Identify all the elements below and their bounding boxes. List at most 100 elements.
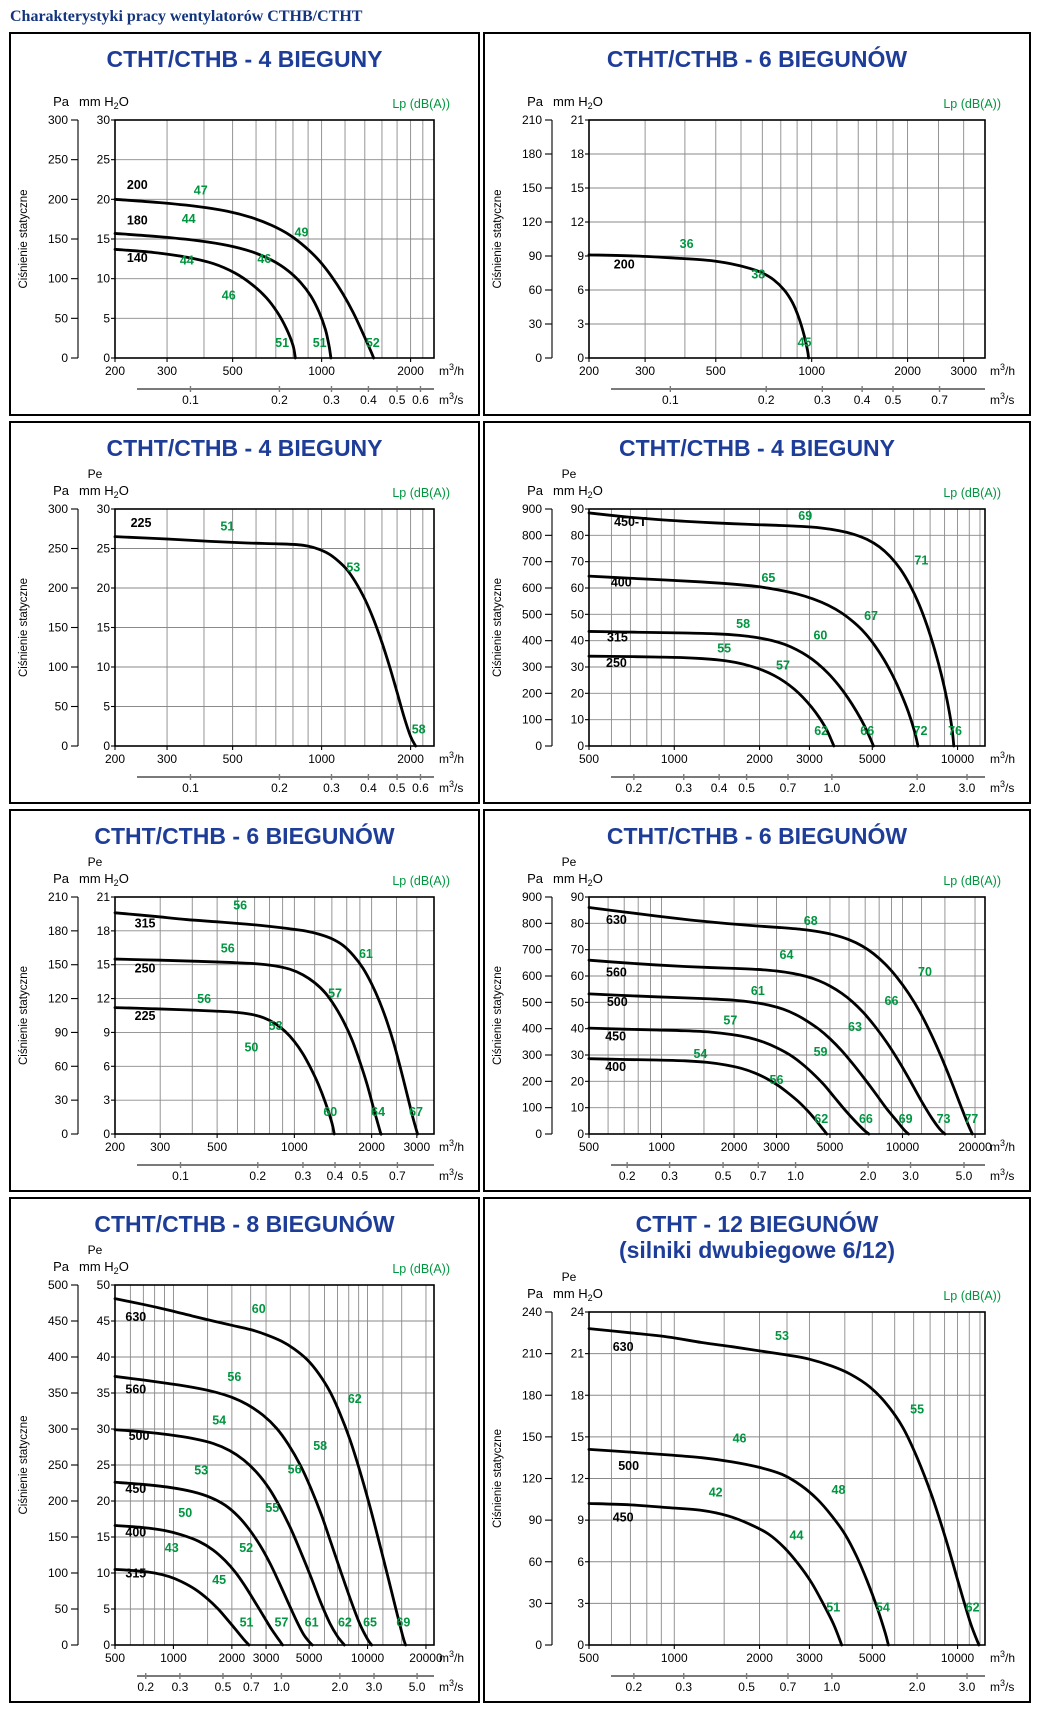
svg-text:200: 200 <box>579 364 599 378</box>
svg-text:Ciśnienie statyczne: Ciśnienie statyczne <box>492 190 504 289</box>
svg-text:0.6: 0.6 <box>412 781 429 795</box>
curve-250 <box>113 958 383 1137</box>
curve-560 <box>113 1375 374 1647</box>
svg-text:315: 315 <box>125 1567 146 1581</box>
svg-text:500: 500 <box>579 1651 599 1665</box>
svg-text:9: 9 <box>577 1513 584 1527</box>
svg-text:0.7: 0.7 <box>389 1169 406 1183</box>
svg-text:0.3: 0.3 <box>323 393 340 407</box>
svg-text:62: 62 <box>814 724 828 738</box>
svg-text:42: 42 <box>709 1485 723 1499</box>
svg-text:3000: 3000 <box>763 1140 790 1154</box>
svg-text:56: 56 <box>770 1073 784 1087</box>
svg-text:54: 54 <box>876 1601 890 1615</box>
svg-text:1.0: 1.0 <box>824 1680 841 1694</box>
svg-text:300: 300 <box>157 752 177 766</box>
svg-text:200: 200 <box>48 581 68 595</box>
svg-text:15: 15 <box>97 621 111 635</box>
svg-text:0.5: 0.5 <box>389 393 406 407</box>
svg-text:60: 60 <box>571 969 585 983</box>
svg-text:45: 45 <box>212 1573 226 1587</box>
chart-canvas: 0 0 50 5 100 10 150 15 200 20 250 25 300 30 Pa mm H2O Lp… <box>11 72 478 414</box>
svg-text:150: 150 <box>48 1530 68 1544</box>
svg-text:30: 30 <box>97 502 111 516</box>
svg-text:15: 15 <box>97 232 111 246</box>
svg-text:Lp (dB(A)): Lp (dB(A)) <box>392 874 450 888</box>
svg-text:400: 400 <box>522 634 542 648</box>
svg-text:90: 90 <box>529 1513 543 1527</box>
svg-text:Lp (dB(A)): Lp (dB(A)) <box>943 97 1001 111</box>
svg-text:m3/h: m3/h <box>439 1138 464 1154</box>
svg-text:315: 315 <box>607 631 628 645</box>
chart-title: CTHT/CTHB - 4 BIEGUNY <box>619 435 895 461</box>
chart-title: CTHT/CTHB - 4 BIEGUNY <box>106 46 383 72</box>
svg-text:200: 200 <box>105 1140 125 1154</box>
curve-500 <box>587 1447 890 1647</box>
svg-text:66: 66 <box>859 1112 873 1126</box>
svg-text:Pe: Pe <box>88 467 103 481</box>
svg-text:1000: 1000 <box>160 1651 187 1665</box>
chart-svg: 0 0 50 5 100 10 150 15 200 20 250 25 300 30 350 35 400 40… <box>18 1243 464 1694</box>
svg-text:57: 57 <box>776 659 790 673</box>
curve-315 <box>113 1568 251 1647</box>
curve-labels: 200 36 38 45 <box>614 238 812 351</box>
svg-text:30: 30 <box>55 1094 69 1108</box>
svg-text:56: 56 <box>233 899 247 913</box>
svg-text:53: 53 <box>194 1464 208 1478</box>
svg-text:15: 15 <box>97 958 111 972</box>
svg-text:30: 30 <box>529 1596 543 1610</box>
svg-text:5: 5 <box>103 1602 110 1616</box>
svg-text:18: 18 <box>571 1388 585 1402</box>
svg-text:m3/h: m3/h <box>439 362 464 378</box>
svg-text:3000: 3000 <box>253 1651 280 1665</box>
svg-text:72: 72 <box>914 724 928 738</box>
svg-text:Lp (dB(A)): Lp (dB(A)) <box>392 97 450 111</box>
svg-text:56: 56 <box>197 993 211 1007</box>
curve-labels: 450-T 69 71 76 400 65 67 72 315 58 60 66 250 55 57 62 <box>606 509 962 738</box>
svg-text:Ciśnienie statyczne: Ciśnienie statyczne <box>18 1416 30 1515</box>
svg-text:mm H2O: mm H2O <box>79 483 129 500</box>
svg-text:400: 400 <box>611 576 632 590</box>
svg-text:50: 50 <box>571 608 585 622</box>
svg-text:0: 0 <box>535 1638 542 1652</box>
svg-text:1000: 1000 <box>308 364 335 378</box>
svg-text:200: 200 <box>105 364 125 378</box>
svg-text:100: 100 <box>48 1566 68 1580</box>
svg-text:3: 3 <box>577 1596 584 1610</box>
svg-text:0.2: 0.2 <box>758 393 775 407</box>
svg-text:50: 50 <box>97 1278 111 1292</box>
svg-text:58: 58 <box>736 617 750 631</box>
svg-text:60: 60 <box>813 629 827 643</box>
svg-text:57: 57 <box>723 1014 737 1028</box>
svg-text:5: 5 <box>103 312 110 326</box>
svg-text:62: 62 <box>814 1112 828 1126</box>
svg-text:0.2: 0.2 <box>626 781 643 795</box>
svg-text:2.0: 2.0 <box>860 1169 877 1183</box>
svg-text:Pa: Pa <box>527 1286 544 1301</box>
fan-curves <box>113 535 418 748</box>
svg-text:0: 0 <box>577 739 584 753</box>
chart-panel-4-poles-large: CTHT/CTHB - 4 BIEGUNY 0 0 100 10 200 20 300 30 4… <box>483 421 1031 804</box>
svg-text:15: 15 <box>571 1430 585 1444</box>
svg-text:Pe: Pe <box>88 855 103 869</box>
svg-text:Pa: Pa <box>527 871 544 886</box>
svg-text:15: 15 <box>97 1530 111 1544</box>
charts-row-3: CTHT/CTHB - 6 BIEGUNÓW 0 0 30 3 60 6 90 9 120 12 1… <box>9 809 1031 1192</box>
curve-225 <box>113 535 418 748</box>
curve-450 <box>587 1027 871 1136</box>
svg-text:90: 90 <box>529 249 543 263</box>
svg-text:0: 0 <box>577 351 584 365</box>
svg-text:Ciśnienie statyczne: Ciśnienie statyczne <box>492 966 504 1065</box>
svg-text:0: 0 <box>535 739 542 753</box>
svg-text:69: 69 <box>396 1616 410 1630</box>
svg-text:5: 5 <box>103 700 110 714</box>
svg-text:73: 73 <box>937 1112 951 1126</box>
chart-panel-8-poles: CTHT/CTHB - 8 BIEGUNÓW 0 0 50 5 100 10 150 15 20… <box>9 1197 480 1703</box>
svg-text:0.1: 0.1 <box>662 393 679 407</box>
svg-text:700: 700 <box>522 555 542 569</box>
charts-row-2: CTHT/CTHB - 4 BIEGUNY 0 0 50 5 100 10 150 15 200… <box>9 421 1031 804</box>
svg-text:0.1: 0.1 <box>182 393 199 407</box>
svg-text:100: 100 <box>522 713 542 727</box>
svg-text:52: 52 <box>239 1542 253 1556</box>
svg-text:300: 300 <box>48 1422 68 1436</box>
